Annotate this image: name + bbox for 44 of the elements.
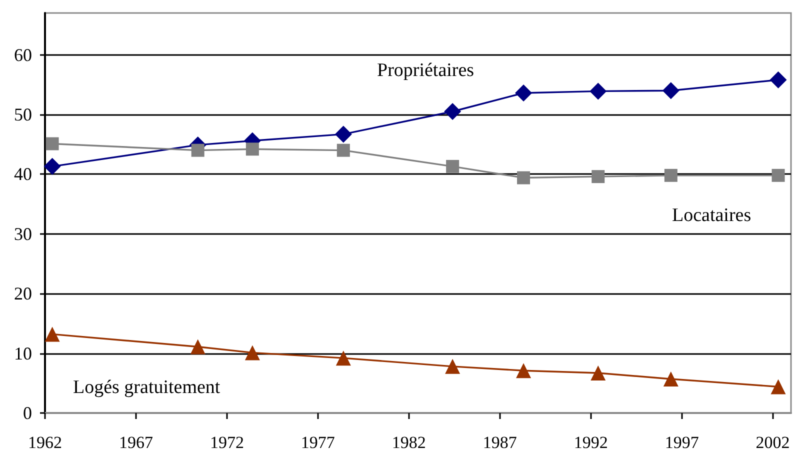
x-tick-label: 1972	[210, 433, 244, 451]
point	[191, 144, 204, 157]
point	[246, 142, 259, 156]
point	[244, 345, 260, 360]
point	[663, 371, 678, 386]
point	[445, 358, 460, 374]
x-tick-label: 1967	[118, 433, 154, 451]
series-label: Logés gratuitement	[73, 377, 221, 398]
point	[44, 158, 61, 175]
point	[44, 326, 60, 342]
point	[662, 82, 680, 100]
x-tick-label: 1992	[574, 433, 608, 451]
point	[516, 363, 532, 378]
point	[336, 144, 350, 157]
x-tick-label: 2002	[756, 433, 790, 451]
point	[590, 82, 607, 100]
y-tick-label: 60	[14, 44, 32, 65]
point	[664, 168, 678, 182]
point	[444, 103, 462, 120]
y-tick-label: 0	[23, 403, 32, 423]
x-tick-label: 1982	[392, 433, 426, 451]
x-tick-label: 1997	[664, 433, 700, 451]
point	[515, 84, 532, 102]
point	[190, 339, 206, 354]
point	[46, 137, 59, 150]
x-tick-label: 1987	[482, 433, 518, 451]
point	[334, 126, 352, 143]
x-tick-label: 1962	[28, 433, 62, 451]
y-tick-label: 40	[14, 164, 32, 184]
point	[772, 168, 785, 182]
y-tick-label: 30	[14, 224, 32, 244]
point	[446, 160, 460, 173]
point	[336, 350, 351, 366]
point	[517, 171, 530, 184]
point	[770, 71, 787, 88]
y-tick-label: 50	[14, 104, 32, 124]
point	[590, 366, 606, 380]
series-label: Propriétaires	[377, 60, 474, 81]
y-tick-label: 20	[14, 284, 32, 304]
x-tick-label: 1977	[300, 433, 336, 451]
point	[770, 379, 786, 394]
y-tick-label: 10	[14, 343, 32, 364]
series-label: Locataires	[672, 205, 752, 226]
point	[592, 170, 605, 184]
